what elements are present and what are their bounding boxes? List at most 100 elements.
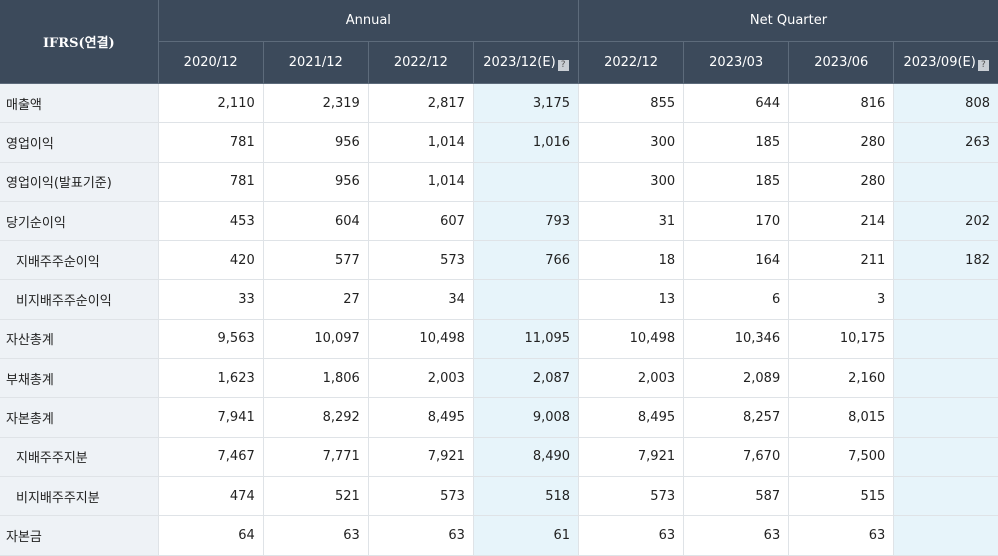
table-cell: 816 bbox=[788, 83, 894, 124]
table-cell: 7,467 bbox=[157, 437, 264, 477]
table-cell: 7,921 bbox=[578, 437, 684, 477]
column-header-label: 2022/12 bbox=[604, 55, 659, 70]
table-cell: 474 bbox=[157, 476, 264, 517]
table-cell: 3 bbox=[788, 279, 894, 320]
table-cell: 2,003 bbox=[578, 358, 684, 399]
table-cell: 202 bbox=[893, 201, 998, 242]
table-cell: 1,806 bbox=[262, 358, 369, 399]
estimate-info-icon[interactable]: ? bbox=[557, 59, 569, 71]
table-row: 영업이익 781 956 1,014 1,016 300 185 280 263 bbox=[0, 122, 998, 163]
table-cell: 7,500 bbox=[788, 437, 894, 477]
table-cell: 31 bbox=[578, 201, 684, 242]
table-cell: 7,771 bbox=[262, 437, 369, 477]
table-cell: 453 bbox=[157, 201, 264, 242]
table-cell bbox=[893, 437, 998, 477]
table-cell: 604 bbox=[262, 201, 369, 242]
column-header-7: 2023/09(E)? bbox=[893, 41, 998, 84]
table-cell: 27 bbox=[262, 279, 369, 320]
table-cell: 280 bbox=[788, 122, 894, 163]
table-cell: 781 bbox=[157, 162, 264, 202]
table-cell: 577 bbox=[262, 240, 369, 281]
table-cell: 2,003 bbox=[367, 358, 474, 399]
column-header-label: 2023/03 bbox=[709, 55, 764, 70]
table-cell: 573 bbox=[578, 476, 684, 517]
table-cell: 956 bbox=[262, 122, 369, 163]
table-cell: 63 bbox=[262, 515, 369, 556]
row-label: 비지배주주순이익 bbox=[0, 279, 159, 320]
table-cell: 7,921 bbox=[367, 437, 474, 477]
table-cell: 34 bbox=[367, 279, 474, 320]
table-cell: 1,014 bbox=[367, 162, 474, 202]
table-cell: 300 bbox=[578, 122, 684, 163]
table-corner-header: IFRS(연결) bbox=[0, 0, 159, 84]
table-cell: 1,623 bbox=[157, 358, 264, 399]
table-cell bbox=[893, 162, 998, 202]
table-cell: 9,008 bbox=[472, 397, 579, 438]
table-cell: 1,016 bbox=[472, 122, 579, 163]
table-cell: 8,292 bbox=[262, 397, 369, 438]
row-label: 부채총계 bbox=[0, 358, 159, 399]
table-cell: 7,941 bbox=[157, 397, 264, 438]
table-cell: 13 bbox=[578, 279, 684, 320]
table-cell: 8,495 bbox=[578, 397, 684, 438]
table-cell: 6 bbox=[683, 279, 789, 320]
column-header-label: 2022/12 bbox=[393, 55, 448, 70]
table-cell: 10,097 bbox=[262, 319, 369, 360]
table-row: 부채총계 1,623 1,806 2,003 2,087 2,003 2,089 2,160 bbox=[0, 358, 998, 399]
column-header-label: 2021/12 bbox=[288, 55, 343, 70]
table-cell: 515 bbox=[788, 476, 894, 517]
table-cell bbox=[893, 319, 998, 360]
table-cell: 10,498 bbox=[578, 319, 684, 360]
annual-group-header: Annual bbox=[157, 0, 579, 42]
table-cell: 10,175 bbox=[788, 319, 894, 360]
column-header-1: 2021/12 bbox=[262, 41, 369, 84]
row-label: 자산총계 bbox=[0, 319, 159, 360]
table-cell: 185 bbox=[683, 162, 789, 202]
table-cell bbox=[472, 279, 579, 320]
table-cell: 63 bbox=[367, 515, 474, 556]
table-cell: 33 bbox=[157, 279, 264, 320]
column-header-label: 2023/12(E) bbox=[483, 54, 556, 70]
row-label: 자본총계 bbox=[0, 397, 159, 438]
column-header-label: 2020/12 bbox=[183, 55, 238, 70]
table-cell bbox=[893, 476, 998, 517]
table-cell: 211 bbox=[788, 240, 894, 281]
table-cell: 573 bbox=[367, 240, 474, 281]
table-cell bbox=[893, 515, 998, 556]
column-header-label: 2023/06 bbox=[814, 55, 869, 70]
table-cell: 182 bbox=[893, 240, 998, 281]
table-cell: 956 bbox=[262, 162, 369, 202]
table-cell: 2,110 bbox=[157, 83, 264, 124]
table-row: 당기순이익 453 604 607 793 31 170 214 202 bbox=[0, 201, 998, 242]
table-row: 비지배주주순이익 33 27 34 13 6 3 bbox=[0, 279, 998, 320]
table-row: 자본총계 7,941 8,292 8,495 9,008 8,495 8,257 8,015 bbox=[0, 397, 998, 438]
column-header-3: 2023/12(E)? bbox=[472, 41, 579, 84]
table-cell: 63 bbox=[683, 515, 789, 556]
table-row: 비지배주주지분 474 521 573 518 573 587 515 bbox=[0, 476, 998, 517]
table-cell: 10,346 bbox=[683, 319, 789, 360]
net-quarter-group-header: Net Quarter bbox=[578, 0, 998, 42]
table-row: 지배주주순이익 420 577 573 766 18 164 211 182 bbox=[0, 240, 998, 281]
table-cell: 573 bbox=[367, 476, 474, 517]
table-cell: 607 bbox=[367, 201, 474, 242]
table-cell: 8,495 bbox=[367, 397, 474, 438]
table-cell: 587 bbox=[683, 476, 789, 517]
table-cell: 2,089 bbox=[683, 358, 789, 399]
table-cell: 280 bbox=[788, 162, 894, 202]
table-row: 지배주주지분 7,467 7,771 7,921 8,490 7,921 7,670 7,50… bbox=[0, 437, 998, 477]
column-header-label: 2023/09(E) bbox=[903, 54, 976, 70]
table-cell: 3,175 bbox=[472, 83, 579, 124]
table-cell: 61 bbox=[472, 515, 579, 556]
table-cell: 2,817 bbox=[367, 83, 474, 124]
table-cell: 300 bbox=[578, 162, 684, 202]
estimate-info-icon[interactable]: ? bbox=[977, 59, 989, 71]
row-label: 매출액 bbox=[0, 83, 159, 124]
table-cell: 63 bbox=[578, 515, 684, 556]
table-cell: 8,015 bbox=[788, 397, 894, 438]
table-cell: 185 bbox=[683, 122, 789, 163]
table-cell: 9,563 bbox=[157, 319, 264, 360]
table-cell: 2,319 bbox=[262, 83, 369, 124]
table-cell: 64 bbox=[157, 515, 264, 556]
table-row: 영업이익(발표기준) 781 956 1,014 300 185 280 bbox=[0, 162, 998, 202]
